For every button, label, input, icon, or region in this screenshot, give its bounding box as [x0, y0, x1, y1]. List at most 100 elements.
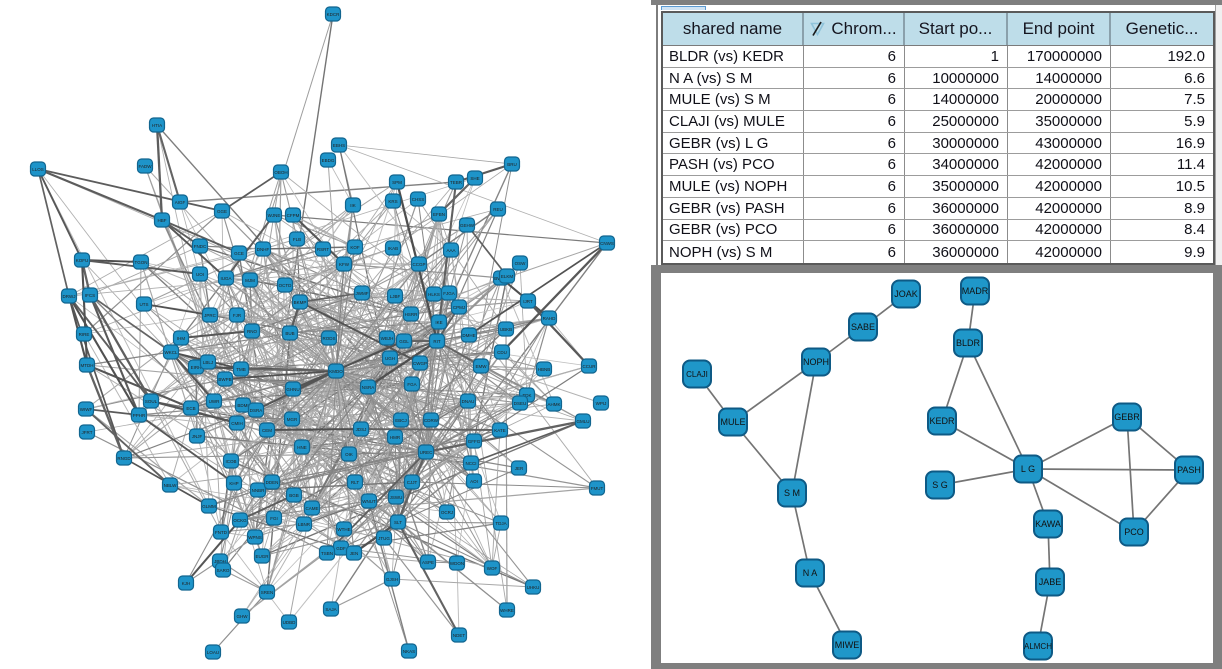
svg-text:PCO: PCO — [1124, 527, 1144, 537]
svg-text:WNUT: WNUT — [362, 499, 376, 504]
svg-text:OIK: OIK — [345, 452, 353, 457]
svg-text:MULE: MULE — [720, 417, 745, 427]
svg-text:LOAU: LOAU — [207, 650, 219, 655]
svg-text:ELKM: ELKM — [501, 274, 514, 279]
svg-text:DNHF: DNHF — [257, 247, 270, 252]
svg-text:CPMJ: CPMJ — [453, 305, 465, 310]
svg-text:HTIA: HTIA — [152, 123, 162, 128]
svg-text:SARO: SARO — [217, 568, 230, 573]
svg-text:OCKG: OCKG — [233, 518, 247, 523]
svg-text:UWR: UWR — [209, 399, 220, 404]
svg-text:ASPE: ASPE — [422, 560, 434, 565]
svg-text:PPHR: PPHR — [133, 413, 146, 418]
svg-text:N A: N A — [803, 568, 818, 578]
svg-text:AIGF: AIGF — [175, 200, 186, 205]
svg-text:JNJF: JNJF — [192, 434, 203, 439]
svg-text:SREN: SREN — [261, 590, 274, 595]
svg-text:WPNS: WPNS — [248, 535, 262, 540]
svg-text:JPRC: JPRC — [204, 313, 217, 318]
svg-text:MADR: MADR — [962, 286, 989, 296]
svg-text:WBJH: WBJH — [381, 336, 394, 341]
svg-text:GHNU: GHNU — [286, 387, 299, 392]
svg-text:CMIH: CMIH — [231, 421, 243, 426]
svg-text:KDCR: KDCR — [327, 12, 341, 17]
svg-text:BGB: BGB — [289, 493, 299, 498]
svg-text:WJNE: WJNE — [268, 213, 281, 218]
svg-text:UTS: UTS — [140, 302, 149, 307]
svg-text:CLAJI: CLAJI — [686, 370, 708, 379]
svg-text:CEM: CEM — [262, 428, 272, 433]
svg-text:KAWA: KAWA — [1035, 519, 1061, 529]
svg-text:IFCS: IFCS — [85, 293, 95, 298]
svg-text:OCRJ: OCRJ — [441, 510, 453, 515]
svg-text:REU: REU — [493, 207, 503, 212]
svg-text:RAHD: RAHD — [543, 316, 557, 321]
svg-text:UOI: UOI — [196, 272, 204, 277]
svg-text:IJRT: IJRT — [523, 299, 533, 304]
svg-text:GEHW: GEHW — [460, 223, 475, 228]
svg-text:BLDR: BLDR — [956, 338, 981, 348]
svg-text:JER: JER — [515, 466, 524, 471]
svg-text:GLMM: GLMM — [202, 504, 216, 509]
svg-text:EFBN: EFBN — [433, 212, 445, 217]
svg-text:HSRR: HSRR — [405, 312, 419, 317]
svg-text:UBKB: UBKB — [500, 327, 512, 332]
svg-text:AOI: AOI — [470, 479, 478, 484]
svg-text:BKMP: BKMP — [294, 300, 307, 305]
svg-text:IKE: IKE — [435, 320, 442, 325]
svg-text:LLOS: LLOS — [32, 167, 44, 172]
svg-text:KHP: KHP — [229, 481, 238, 486]
svg-text:TSBN: TSBN — [321, 551, 333, 556]
svg-text:GHW: GHW — [237, 614, 249, 619]
svg-text:RIT: RIT — [433, 339, 441, 344]
svg-text:JOAK: JOAK — [894, 289, 918, 299]
svg-text:JTUG: JTUG — [378, 536, 390, 541]
svg-text:MIWE: MIWE — [835, 640, 860, 650]
svg-text:DNAU: DNAU — [462, 399, 475, 404]
svg-text:NDET: NDET — [453, 633, 466, 638]
svg-text:NSRA: NSRA — [362, 385, 375, 390]
svg-text:JEN: JEN — [350, 551, 359, 556]
svg-text:KEDR: KEDR — [929, 416, 955, 426]
svg-text:UDBD: UDBD — [283, 620, 297, 625]
svg-text:IUGA: IUGA — [220, 276, 231, 281]
svg-text:ICOB: ICOB — [225, 459, 236, 464]
svg-text:HBNB: HBNB — [538, 367, 551, 372]
svg-text:FADW: FADW — [139, 164, 153, 169]
svg-text:NKAS: NKAS — [403, 649, 415, 654]
svg-text:CWGP: CWGP — [413, 361, 427, 366]
svg-text:RSRT: RSRT — [317, 247, 329, 252]
svg-text:L G: L G — [1021, 464, 1035, 474]
svg-text:KJH: KJH — [182, 581, 191, 586]
svg-text:WKCL: WKCL — [164, 350, 177, 355]
svg-text:GCE: GCE — [234, 251, 244, 256]
svg-text:DRWJ: DRWJ — [63, 294, 76, 299]
svg-text:GDF: GDF — [336, 546, 346, 551]
svg-text:RNO: RNO — [247, 329, 257, 334]
svg-text:LBLJ: LBLJ — [203, 360, 213, 365]
svg-text:EIRH: EIRH — [191, 365, 202, 370]
svg-text:JFRT: JFRT — [82, 430, 93, 435]
svg-text:SOUL: SOUL — [145, 399, 158, 404]
svg-text:FNTD: FNTD — [215, 530, 228, 535]
svg-text:SLT: SLT — [394, 520, 402, 525]
svg-text:S G: S G — [932, 480, 948, 490]
svg-text:JABE: JABE — [1039, 577, 1062, 587]
svg-text:HNE: HNE — [297, 445, 307, 450]
svg-text:S M: S M — [784, 488, 800, 498]
svg-text:HMR: HMR — [390, 435, 401, 440]
svg-text:CDRW: CDRW — [424, 418, 439, 423]
svg-text:DSEU: DSEU — [514, 401, 527, 406]
svg-text:WPIJ: WPIJ — [596, 401, 607, 406]
svg-text:HBF: HBF — [158, 218, 167, 223]
svg-text:WIWF: WIWF — [80, 407, 93, 412]
svg-text:AHMK: AHMK — [547, 402, 560, 407]
svg-text:CAME: CAME — [305, 506, 318, 511]
svg-text:FJR: FJR — [233, 313, 242, 318]
svg-text:TEBR: TEBR — [450, 180, 463, 185]
svg-text:BDMI: BDMI — [237, 403, 248, 408]
svg-text:FJGA: FJGA — [443, 291, 455, 296]
svg-text:JDSJ: JDSJ — [356, 427, 367, 432]
svg-text:UHKU: UHKU — [527, 585, 540, 590]
svg-text:EBHS: EBHS — [333, 143, 345, 148]
